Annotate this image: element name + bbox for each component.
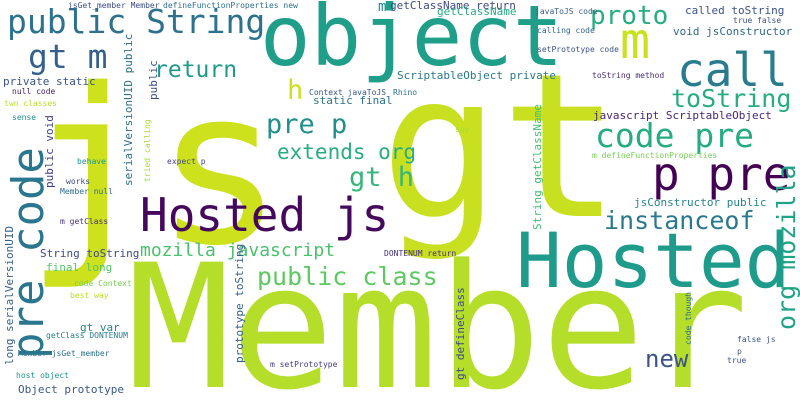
word: public <box>147 60 160 100</box>
word: public class <box>257 262 438 291</box>
word: sense <box>12 113 37 122</box>
word: public void <box>43 115 56 188</box>
word: getClass DONTENUM <box>46 331 128 340</box>
word: Member jsGet_member <box>18 349 110 358</box>
word: Hosted js <box>140 188 390 242</box>
word: Context javaToJS <box>309 88 387 97</box>
word: null code <box>12 87 56 96</box>
word: code pre <box>595 116 754 155</box>
word: Rhino <box>393 88 418 97</box>
word: Member null <box>60 187 113 196</box>
word: static final <box>313 94 393 107</box>
word: prototype toString <box>233 243 246 363</box>
word: m <box>620 12 651 70</box>
word: new <box>645 345 689 373</box>
word: say <box>455 125 470 134</box>
word: m getClass <box>60 217 109 226</box>
word: best way <box>70 291 109 300</box>
word: expect p <box>167 157 206 166</box>
word: getClassName <box>437 5 517 18</box>
word: org mozilla <box>772 164 800 330</box>
word: call <box>677 43 788 97</box>
word: DONTENUM return <box>384 249 457 258</box>
word: String getClassName <box>531 104 544 230</box>
word: m defineFunctionProperties <box>592 151 718 160</box>
word: calling code <box>537 26 595 35</box>
word: void jsConstructor <box>673 25 793 38</box>
word: private static <box>3 75 96 88</box>
word: String toString <box>40 247 140 260</box>
word: called toString <box>685 4 785 17</box>
word: instanceof <box>604 206 755 235</box>
word: m setPrototype <box>270 360 338 369</box>
word: mozilla javascript <box>140 240 336 261</box>
word: Object prototype <box>18 383 124 396</box>
word: jsConstructor public <box>634 196 767 209</box>
word: object <box>260 0 564 85</box>
word: jsGet_member Member <box>68 1 160 10</box>
word: Hosted <box>516 216 791 305</box>
word: js <box>25 42 284 293</box>
word: defineFunctionProperties new <box>163 1 298 10</box>
word: code Context <box>74 279 132 288</box>
word: true <box>727 356 747 365</box>
word: p <box>737 347 742 356</box>
word: gt h <box>349 162 415 193</box>
word: pre p <box>266 109 348 140</box>
word: code though <box>684 292 693 345</box>
word: tried calling <box>143 119 152 182</box>
word: javaToJS code <box>535 7 598 16</box>
word: Member <box>127 227 749 400</box>
word: behave <box>77 157 106 166</box>
word: false js <box>737 335 776 344</box>
word: proto <box>590 1 669 31</box>
word: gt defineClass <box>454 287 467 380</box>
word: serialVersionUID public <box>122 33 135 186</box>
word: toString <box>671 84 792 113</box>
word: extends org <box>277 140 417 164</box>
word: m <box>378 0 387 15</box>
word: host object <box>16 371 69 380</box>
word: public String <box>7 2 266 41</box>
word: gt <box>380 31 621 264</box>
word: gt m <box>28 37 108 76</box>
word: gt var <box>80 321 120 334</box>
word: toString method <box>592 71 665 80</box>
word: final long <box>46 261 113 274</box>
word: p pre <box>652 147 791 201</box>
word: ScriptableObject private <box>397 69 556 82</box>
word: true false <box>733 16 782 25</box>
word: long serialVersionUID <box>3 225 16 365</box>
word: setPrototype code <box>537 45 619 54</box>
word: getClassName return <box>390 0 516 12</box>
word: works <box>66 177 91 186</box>
word: h <box>287 75 304 106</box>
word: two classes <box>4 99 57 108</box>
word: return <box>154 57 238 83</box>
word: javascript ScriptableObject <box>593 109 772 122</box>
